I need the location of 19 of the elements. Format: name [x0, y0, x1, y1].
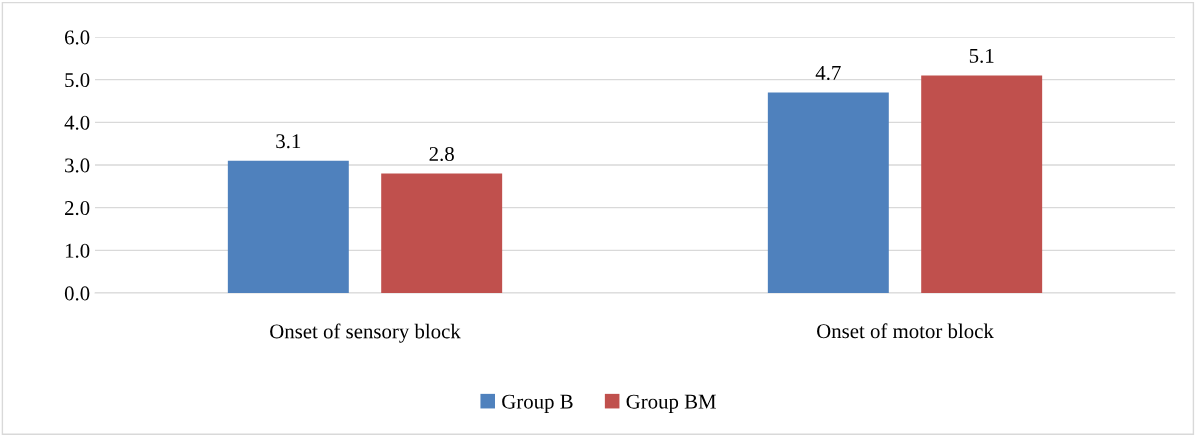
y-tick-label: 4.0 [64, 115, 90, 130]
y-tick-label: 5.0 [65, 73, 90, 88]
x-tick-label: Onset of motor block [817, 323, 994, 339]
bar [921, 75, 1043, 293]
data-label: 3.1 [276, 134, 301, 149]
x-tick-label: Onset of sensory block [270, 323, 461, 343]
bar [767, 92, 889, 293]
y-tick-label: 1.0 [65, 243, 90, 258]
y-tick-label: 0.0 [64, 286, 90, 301]
y-tick-label: 6.0 [64, 30, 90, 45]
bar [381, 173, 503, 293]
legend-label: Group B [502, 394, 573, 413]
bar [227, 160, 349, 293]
data-label: 2.8 [429, 146, 454, 162]
data-label: 5.1 [969, 48, 994, 63]
legend-label: Group BM [626, 394, 716, 413]
y-tick-label: 3.0 [65, 158, 90, 173]
y-tick-label: 2.0 [65, 201, 90, 216]
data-label: 4.7 [815, 65, 841, 80]
